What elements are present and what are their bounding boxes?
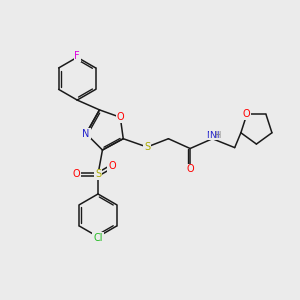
Text: Cl: Cl bbox=[93, 233, 103, 243]
Text: O: O bbox=[243, 110, 250, 119]
Text: F: F bbox=[74, 51, 80, 61]
Text: O: O bbox=[108, 161, 116, 171]
Text: S: S bbox=[144, 142, 150, 152]
Text: N: N bbox=[209, 130, 216, 140]
Text: O: O bbox=[73, 169, 80, 179]
Text: H: H bbox=[214, 130, 221, 140]
Text: N: N bbox=[82, 129, 90, 139]
Text: S: S bbox=[95, 169, 101, 179]
Text: O: O bbox=[116, 112, 124, 122]
Text: NH: NH bbox=[206, 130, 219, 140]
Text: O: O bbox=[186, 164, 194, 174]
